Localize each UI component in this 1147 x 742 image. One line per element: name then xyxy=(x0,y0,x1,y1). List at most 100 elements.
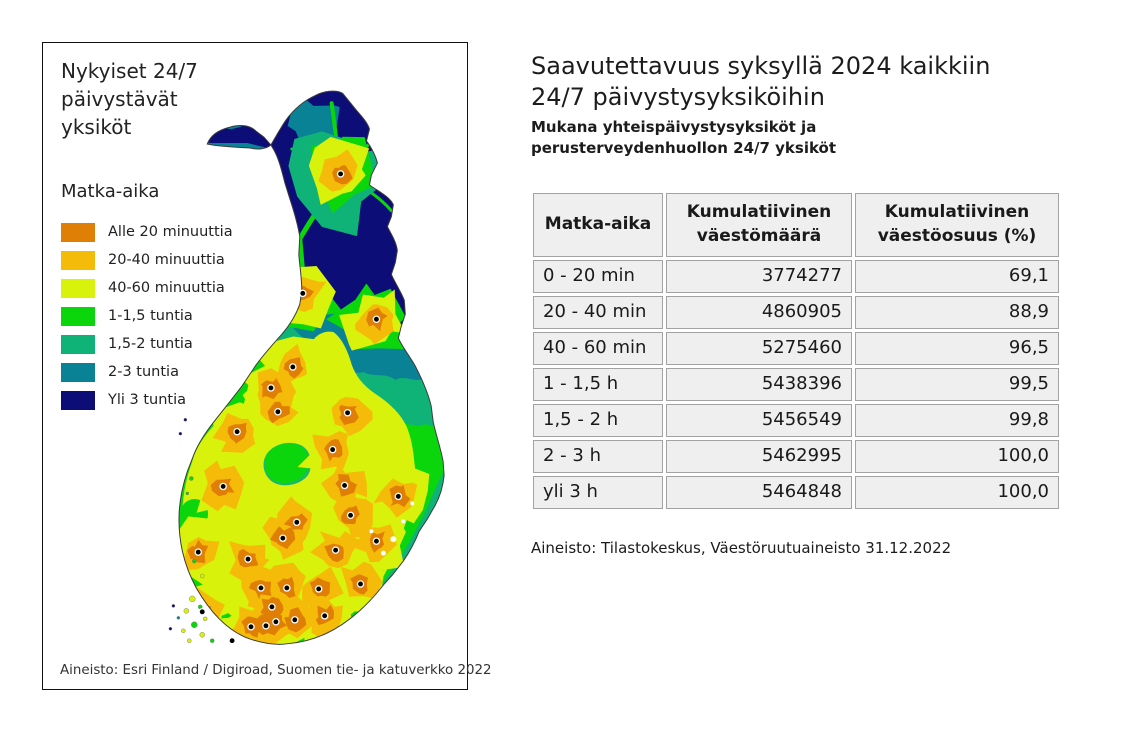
share-cell: 99,8 xyxy=(855,403,1059,437)
legend-label: 40-60 minuuttia xyxy=(108,280,225,296)
lake xyxy=(390,536,397,543)
unit-dot xyxy=(272,618,280,626)
unit-dot xyxy=(194,548,202,556)
legend-swatch xyxy=(61,306,95,326)
unit-dot xyxy=(331,546,340,554)
unit-dot xyxy=(228,636,236,645)
legend-item: 2-3 tuntia xyxy=(61,358,233,386)
unit-dot xyxy=(198,608,206,616)
page-subtitle: Mukana yhteispäivystysyksiköt ja peruste… xyxy=(531,118,837,157)
lapland-teal-pocket xyxy=(220,92,249,130)
unit-dot xyxy=(268,603,276,611)
travel-time-cell: 40 - 60 min xyxy=(533,331,663,365)
unit-dot xyxy=(336,170,345,178)
page-title: Saavutettavuus syksyllä 2024 kaikkiin 24… xyxy=(531,52,991,111)
unit-dot xyxy=(356,580,365,588)
island xyxy=(200,573,205,579)
unit-dot xyxy=(274,408,282,416)
unit-dot xyxy=(257,584,265,592)
unit-dot xyxy=(267,384,275,392)
legend-item: 40-60 minuuttia xyxy=(61,274,233,302)
island xyxy=(176,616,181,620)
unit-dot xyxy=(346,511,355,520)
unit-dot xyxy=(372,315,381,323)
table-header: Matka-aika Kumulatiivinen väestömäärä Kumu… xyxy=(533,193,1059,257)
share-cell: 88,9 xyxy=(855,295,1059,329)
share-cell: 100,0 xyxy=(855,475,1059,509)
share-cell: 69,1 xyxy=(855,259,1059,293)
island xyxy=(189,595,196,603)
unit-dot xyxy=(314,585,323,593)
island xyxy=(187,638,192,643)
unit-dot xyxy=(283,584,291,592)
unit-dot xyxy=(340,481,349,490)
lake xyxy=(369,529,374,534)
unit-dot xyxy=(320,612,329,620)
population-cell: 5275460 xyxy=(666,331,852,365)
travel-time-cell: yli 3 h xyxy=(533,475,663,509)
unit-dot xyxy=(247,623,255,631)
legend-item: 1,5-2 tuntia xyxy=(61,330,233,358)
island xyxy=(199,632,205,638)
unit-dot xyxy=(343,409,352,417)
lake xyxy=(401,519,406,524)
unit-dot xyxy=(219,482,227,491)
legend-label: 1,5-2 tuntia xyxy=(108,336,193,352)
legend-item: Yli 3 tuntia xyxy=(61,386,233,414)
travel-time-cell: 1 - 1,5 h xyxy=(533,367,663,401)
island xyxy=(171,604,176,608)
travel-time-legend: Matka-aika Alle 20 minuuttia 20-40 minuut… xyxy=(61,181,233,414)
travel-time-cell: 0 - 20 min xyxy=(533,259,663,293)
accessibility-table: Matka-aika Kumulatiivinen väestömäärä Kumu… xyxy=(530,190,1062,512)
legend-label: Alle 20 minuuttia xyxy=(108,224,233,240)
table-source-caption: Aineisto: Tilastokeskus, Väestöruutuaine… xyxy=(531,538,952,557)
legend-label: Yli 3 tuntia xyxy=(108,392,187,408)
table-row: 20 - 40 min 4860905 88,9 xyxy=(533,295,1059,329)
unit-dot xyxy=(372,537,381,545)
legend-label: 1-1,5 tuntia xyxy=(108,308,193,324)
map-title: Nykyiset 24/7 päivystävät yksiköt xyxy=(61,59,198,139)
unit-dot xyxy=(233,427,241,436)
column-header: Kumulatiivinen väestöosuus (%) xyxy=(855,193,1059,257)
legend-swatch xyxy=(61,334,95,354)
island xyxy=(178,431,183,436)
legend-swatch xyxy=(61,250,95,270)
population-cell: 5464848 xyxy=(666,475,852,509)
island xyxy=(168,627,173,631)
legend-title: Matka-aika xyxy=(61,181,160,202)
unit-dot xyxy=(394,492,403,501)
legend-swatch xyxy=(61,278,95,298)
unit-dot xyxy=(293,518,301,526)
legend-swatch xyxy=(61,222,95,242)
legend-item: Alle 20 minuuttia xyxy=(61,218,233,246)
unit-dot xyxy=(328,445,337,454)
island xyxy=(191,621,198,628)
island xyxy=(183,418,188,422)
table-row: yli 3 h 5464848 100,0 xyxy=(533,475,1059,509)
share-cell: 100,0 xyxy=(855,439,1059,473)
finland-map xyxy=(168,90,445,645)
table-row: 1 - 1,5 h 5438396 99,5 xyxy=(533,367,1059,401)
island xyxy=(181,628,186,633)
table-row: 2 - 3 h 5462995 100,0 xyxy=(533,439,1059,473)
column-header: Matka-aika xyxy=(533,193,663,257)
island xyxy=(210,638,215,643)
accessibility-panel: Saavutettavuus syksyllä 2024 kaikkiin 24… xyxy=(531,51,1111,557)
population-cell: 3774277 xyxy=(666,259,852,293)
table-row: 0 - 20 min 3774277 69,1 xyxy=(533,259,1059,293)
population-cell: 5456549 xyxy=(666,403,852,437)
travel-time-cell: 20 - 40 min xyxy=(533,295,663,329)
island xyxy=(185,491,190,496)
island xyxy=(189,476,194,481)
share-cell: 96,5 xyxy=(855,331,1059,365)
population-cell: 4860905 xyxy=(666,295,852,329)
legend-items: Alle 20 minuuttia 20-40 minuuttia 40-60 mi… xyxy=(61,218,233,414)
legend-item: 1-1,5 tuntia xyxy=(61,302,233,330)
travel-time-cell: 1,5 - 2 h xyxy=(533,403,663,437)
unit-dot xyxy=(289,363,297,371)
travel-time-cell: 2 - 3 h xyxy=(533,439,663,473)
unit-dot xyxy=(279,534,287,542)
island xyxy=(183,608,190,614)
legend-label: 20-40 minuuttia xyxy=(108,252,225,268)
unit-dot xyxy=(291,616,299,624)
